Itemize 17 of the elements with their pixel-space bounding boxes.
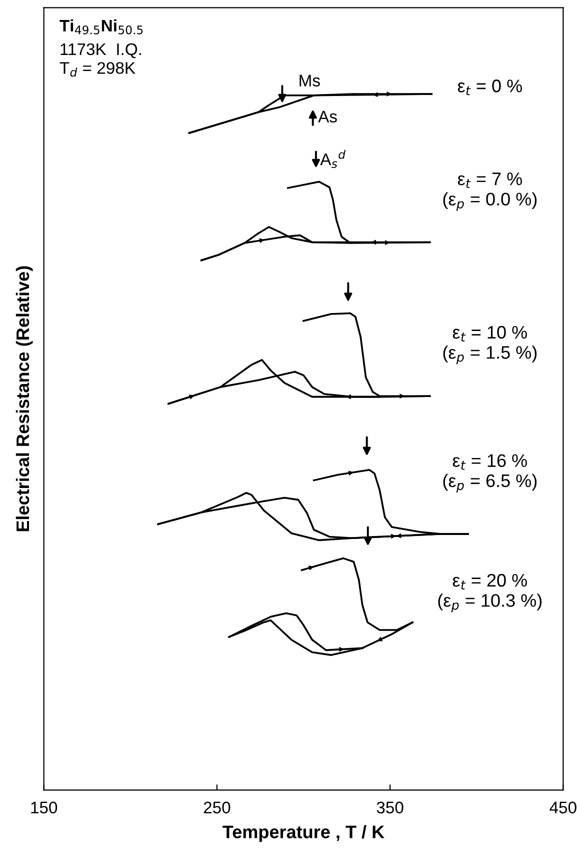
annotation: A$_{s}$$^{d}$ [320, 150, 346, 168]
text: T$_{d}$ = 298K [60, 62, 136, 77]
chart-title: Ti$_{49.5}$Ni$_{50.5}$ [60, 19, 143, 34]
x-tick-label: 250 [204, 802, 230, 814]
x-tick-label: 350 [376, 802, 404, 814]
x-tick-label: 450 [550, 802, 576, 814]
text: ε$_{t}$ = 20 % (ε$_{p}$ = 10.3 %) [438, 574, 542, 612]
annotation: As [318, 110, 337, 122]
text: ε$_{t}$ = 7 % (ε$_{p}$ = 0.0 %) [443, 172, 537, 211]
annotation: ε$_{t}$ = 16 % (ε$_{p}$ = 6.5 %) [443, 454, 537, 493]
y-axis-title: Electrical Resistance (Relative) [16, 266, 33, 532]
annotation: ε$_{t}$ = 10 % (ε$_{p}$ = 1.5 %) [443, 326, 537, 364]
text: Ms [300, 74, 320, 87]
x-tick-label: 150 [31, 802, 58, 814]
x-axis-title: Temperature , T / K [222, 825, 384, 842]
text: 1173K I.Q. [60, 43, 141, 58]
annotation: ε$_{t}$ = 0 % [458, 80, 522, 96]
